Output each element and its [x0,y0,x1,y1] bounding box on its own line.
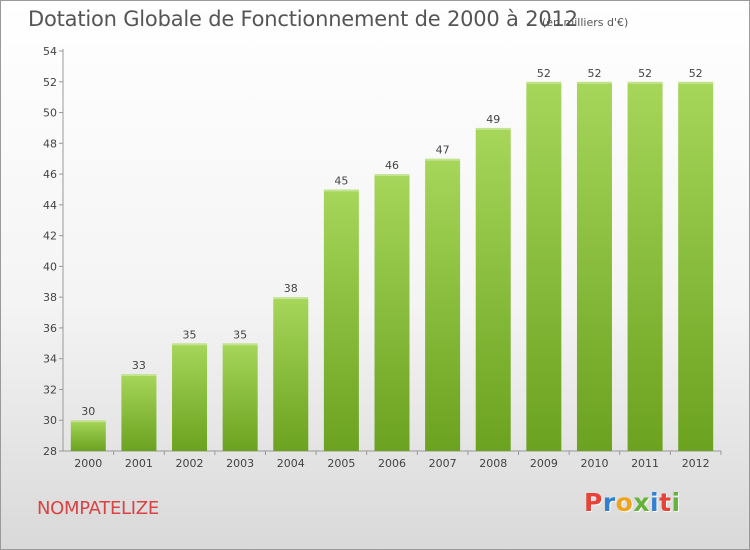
y-tick-label: 42 [43,230,57,243]
brand-letter: i [650,488,660,517]
bar-highlight [70,420,106,423]
bar [678,81,714,452]
y-tick-label: 44 [43,199,57,212]
bar [70,420,106,451]
x-tick-label: 2007 [429,457,457,470]
bar [172,343,208,451]
y-tick-label: 32 [43,383,57,396]
y-tick-label: 54 [43,45,57,58]
x-tick-label: 2006 [378,457,406,470]
bar-highlight [576,81,612,84]
x-tick-label: 2005 [327,457,355,470]
bar-highlight [172,343,208,346]
brand-letter: P [584,488,603,517]
brand-logo[interactable]: Proxiti [584,488,681,517]
bar [323,189,359,451]
x-tick-label: 2000 [74,457,102,470]
bar [273,297,309,451]
chart-title: Dotation Globale de Fonctionnement de 20… [28,7,578,31]
axes: 28 30 32 34 36 38 40 42 44 46 48 50 52 54 2000 2001 2002… [43,45,722,470]
bar-highlight [323,189,359,192]
y-tick-label: 34 [43,353,57,366]
brand-letter: x [633,488,650,517]
bar-highlight [374,174,410,177]
y-tick-label: 38 [43,291,57,304]
brand-letter: o [615,488,634,517]
y-tick-label: 52 [43,76,57,89]
bar-value-label: 52 [689,67,703,80]
bar-value-label: 30 [81,405,95,418]
bar-highlight [627,81,663,84]
place-name: NOMPATELIZE [37,498,159,519]
x-tick-label: 2012 [682,457,710,470]
y-tick-label: 28 [43,445,57,458]
x-tick-label: 2009 [530,457,558,470]
bars [70,81,714,452]
bar [374,174,410,452]
value-labels: 30 33 35 35 38 45 46 47 49 52 52 52 52 [81,67,702,418]
x-tick-label: 2002 [176,457,204,470]
y-tick-label: 36 [43,322,57,335]
bar-value-label: 47 [436,144,450,157]
bar [526,81,562,452]
x-tick-label: 2008 [479,457,507,470]
bar [627,81,663,452]
bar [121,374,157,451]
y-tick-label: 50 [43,107,57,120]
y-tick-label: 40 [43,260,57,273]
bar-value-label: 52 [537,67,551,80]
x-tick-label: 2011 [631,457,659,470]
bar-value-label: 46 [385,159,399,172]
x-tick-label: 2003 [226,457,254,470]
bar-highlight [121,374,157,377]
bar-value-label: 52 [587,67,601,80]
bar [425,158,461,451]
bar-highlight [273,297,309,300]
bar-highlight [425,158,461,161]
bar [576,81,612,452]
y-tick-label: 48 [43,137,57,150]
y-tick-label: 30 [43,414,57,427]
bar-value-label: 35 [183,328,197,341]
brand-letter: r [602,488,616,517]
bar-highlight [222,343,258,346]
y-tick-label: 46 [43,168,57,181]
brand-letter: t [659,488,672,517]
x-tick-label: 2004 [277,457,305,470]
bar-highlight [678,81,714,84]
brand-letter: i [671,488,681,517]
bar-value-label: 45 [334,174,348,187]
x-tick-label: 2001 [125,457,153,470]
bar-value-label: 38 [284,282,298,295]
bar-value-label: 52 [638,67,652,80]
bar [475,127,511,451]
chart-subtitle: (en milliers d'€) [542,16,629,29]
bar-highlight [475,127,511,130]
x-tick-label: 2010 [580,457,608,470]
bar [222,343,258,451]
bar-value-label: 49 [486,113,500,126]
bar-highlight [526,81,562,84]
bar-value-label: 35 [233,328,247,341]
bar-value-label: 33 [132,359,146,372]
